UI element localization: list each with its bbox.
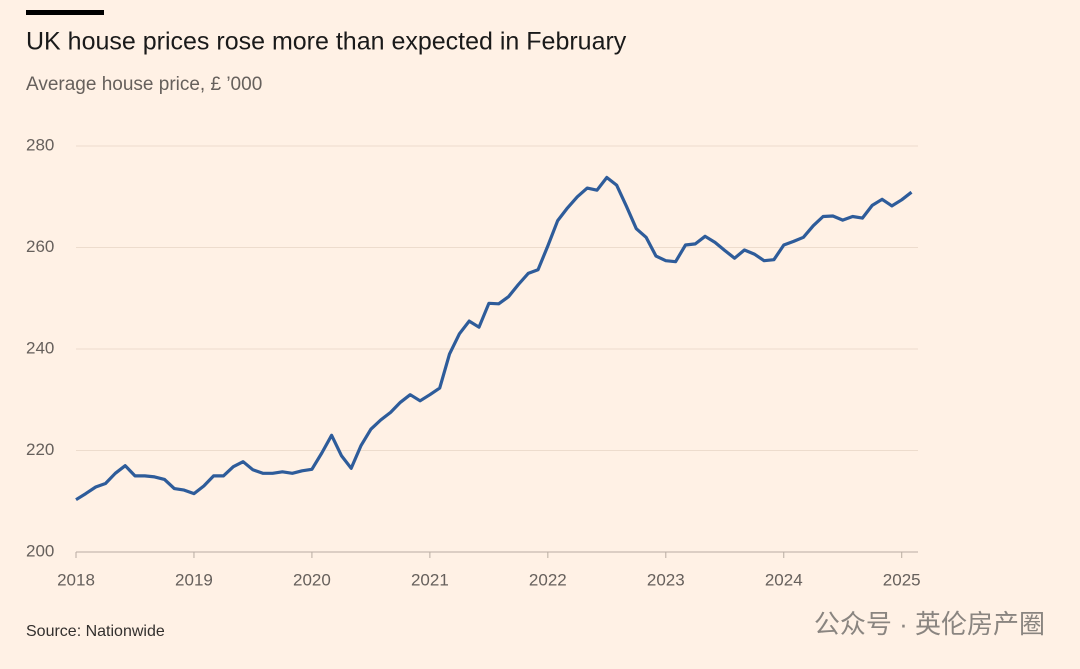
x-tick-label: 2021 <box>411 570 449 589</box>
x-tick-label: 2024 <box>765 570 803 589</box>
y-tick-label: 220 <box>26 440 54 459</box>
x-tick-label: 2025 <box>883 570 921 589</box>
x-tick-label: 2022 <box>529 570 567 589</box>
y-tick-label: 240 <box>26 338 54 357</box>
y-tick-label: 200 <box>26 541 54 560</box>
chart-subtitle: Average house price, £ ’000 <box>26 74 262 95</box>
x-tick-label: 2020 <box>293 570 331 589</box>
x-tick-label: 2018 <box>57 570 95 589</box>
watermark: 公众号 · 英伦房产圈 <box>814 609 1045 639</box>
y-tick-label: 260 <box>26 237 54 256</box>
source: Source: Nationwide <box>26 623 165 640</box>
series-line <box>75 175 913 502</box>
x-tick-label: 2019 <box>175 570 213 589</box>
x-tick-label: 2023 <box>647 570 685 589</box>
y-tick-label: 280 <box>26 135 54 154</box>
title-bar <box>26 10 104 15</box>
chart-title: UK house prices rose more than expected … <box>26 28 627 56</box>
